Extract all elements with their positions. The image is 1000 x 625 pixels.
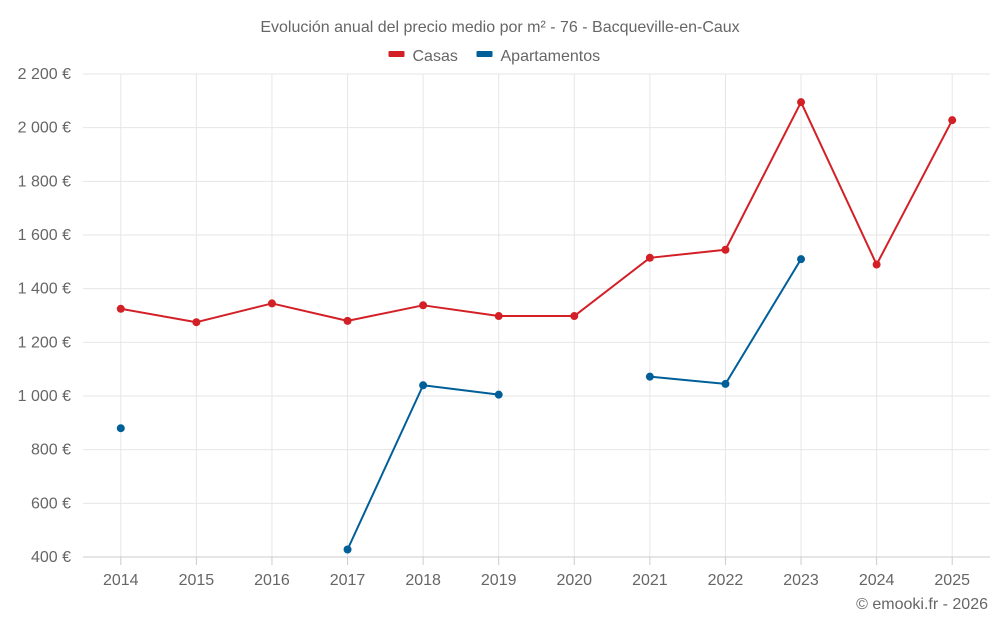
axes: 400 € 600 € 800 € 1 000 € 1 200 € 1 400 € 1 60… [18, 66, 990, 589]
data-point [797, 255, 806, 264]
legend: Casas Apartamentos [388, 48, 601, 65]
y-tick-label: 2 200 € [18, 66, 71, 83]
x-tick-label: 2019 [481, 572, 517, 589]
data-point [116, 424, 125, 433]
series-casas [116, 98, 957, 327]
x-tick-label: 2015 [179, 572, 215, 589]
series-apartamentos [116, 255, 806, 554]
x-tick-label: 2017 [330, 572, 366, 589]
x-tick-label: 2023 [783, 572, 819, 589]
series-layer [116, 98, 957, 554]
series-line [119, 101, 954, 324]
data-point [494, 312, 503, 321]
data-point [267, 299, 276, 308]
data-point [570, 312, 579, 321]
data-point [645, 372, 654, 381]
data-point [343, 316, 352, 325]
x-tick-label: 2022 [708, 572, 744, 589]
x-tick-label: 2024 [859, 572, 895, 589]
x-tick-label: 2021 [632, 572, 668, 589]
data-point [343, 545, 352, 554]
y-tick-label: 800 € [31, 442, 71, 459]
legend-label: Casas [413, 48, 458, 65]
data-point [872, 260, 881, 269]
data-point [116, 304, 125, 313]
x-tick-label: 2018 [405, 572, 441, 589]
data-point [721, 379, 730, 388]
y-tick-label: 1 800 € [18, 173, 71, 190]
data-point [721, 245, 730, 254]
data-point [192, 318, 201, 327]
chart-title: Evolución anual del precio medio por m² … [260, 19, 739, 36]
x-tick-label: 2016 [254, 572, 290, 589]
y-tick-label: 600 € [31, 495, 71, 512]
y-tick-label: 1 000 € [18, 388, 71, 405]
y-tick-label: 1 200 € [18, 334, 71, 351]
legend-item-apartamentos: Apartamentos [476, 48, 601, 65]
data-point [494, 390, 503, 399]
credit-text: © emooki.fr - 2026 [856, 596, 988, 613]
x-tick-label: 2025 [934, 572, 970, 589]
legend-swatch [476, 51, 493, 57]
y-tick-label: 400 € [31, 549, 71, 566]
legend-item-casas: Casas [388, 48, 458, 65]
y-tick-label: 1 400 € [18, 281, 71, 298]
grid [83, 73, 990, 558]
y-tick-label: 1 600 € [18, 227, 71, 244]
legend-swatch [388, 51, 405, 57]
data-point [645, 253, 654, 262]
legend-label: Apartamentos [501, 48, 601, 65]
data-point [797, 98, 806, 107]
x-tick-label: 2014 [103, 572, 139, 589]
data-point [419, 301, 428, 310]
y-tick-label: 2 000 € [18, 120, 71, 137]
data-point [419, 381, 428, 390]
data-point [948, 116, 957, 125]
x-tick-label: 2020 [556, 572, 592, 589]
